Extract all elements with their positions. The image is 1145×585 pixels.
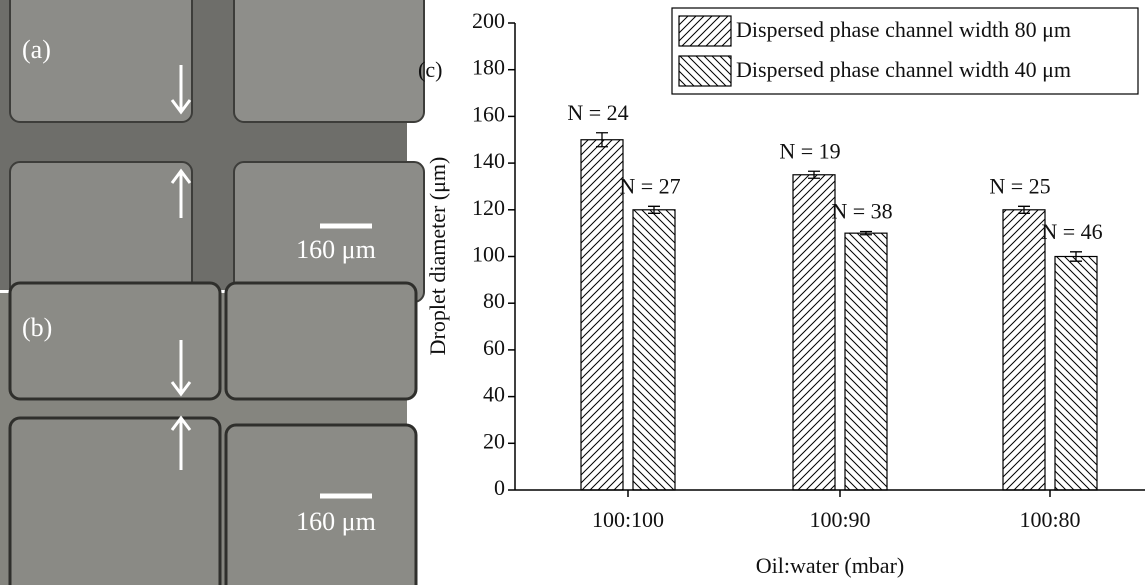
y-axis-label: Droplet diameter (μm) bbox=[425, 157, 450, 356]
n-label: N = 25 bbox=[989, 173, 1050, 198]
y-tick-label: 60 bbox=[483, 335, 505, 360]
bar bbox=[792, 174, 836, 491]
y-tick-label: 180 bbox=[472, 55, 505, 80]
n-label: N = 46 bbox=[1041, 219, 1102, 244]
scale-bar-label: 160 μm bbox=[296, 507, 376, 536]
legend-label: Dispersed phase channel width 40 μm bbox=[736, 57, 1071, 82]
legend-label: Dispersed phase channel width 80 μm bbox=[736, 17, 1071, 42]
bar bbox=[1002, 209, 1046, 491]
y-tick-label: 140 bbox=[472, 148, 505, 173]
micrograph-a: (a) 160 μm bbox=[0, 0, 425, 303]
x-tick-label: 100:100 bbox=[592, 507, 664, 532]
y-tick-label: 40 bbox=[483, 382, 505, 407]
y-tick-label: 0 bbox=[494, 475, 505, 500]
y-tick-label: 20 bbox=[483, 428, 505, 453]
x-tick-label: 100:90 bbox=[809, 507, 870, 532]
panel-label: (b) bbox=[22, 313, 52, 342]
x-tick-label: 100:80 bbox=[1019, 507, 1080, 532]
error-bar bbox=[596, 132, 608, 148]
panel-label: (a) bbox=[22, 35, 51, 64]
y-tick-label: 120 bbox=[472, 195, 505, 220]
scale-bar-label: 160 μm bbox=[296, 235, 376, 264]
bar bbox=[632, 209, 676, 491]
bar bbox=[580, 139, 624, 491]
x-axis-label: Oil:water (mbar) bbox=[756, 553, 904, 578]
micrograph-b: (b) 160 μm bbox=[0, 281, 418, 585]
y-tick-label: 100 bbox=[472, 242, 505, 267]
legend-swatch bbox=[678, 15, 732, 47]
bar bbox=[844, 232, 888, 491]
bar bbox=[1054, 255, 1098, 491]
n-label: N = 19 bbox=[779, 138, 840, 163]
y-tick-label: 80 bbox=[483, 288, 505, 313]
error-bar bbox=[648, 205, 660, 214]
panel-label: (c) bbox=[418, 57, 442, 82]
error-bar bbox=[860, 230, 872, 236]
y-tick-label: 200 bbox=[472, 8, 505, 33]
error-bar bbox=[808, 170, 820, 179]
error-bar bbox=[1018, 205, 1030, 214]
error-bar bbox=[1070, 251, 1082, 262]
legend-box bbox=[671, 7, 1139, 95]
n-label: N = 38 bbox=[831, 199, 892, 224]
n-label: N = 27 bbox=[619, 173, 680, 198]
y-tick-label: 160 bbox=[472, 101, 505, 126]
legend-swatch bbox=[678, 55, 732, 87]
n-label: N = 24 bbox=[567, 100, 628, 125]
